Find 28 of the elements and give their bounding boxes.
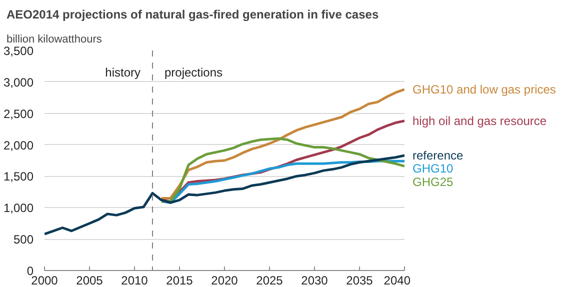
series-label: GHG25 (412, 174, 454, 189)
x-tick-label: 2035 (346, 274, 374, 287)
x-tick-label: 2015 (166, 274, 194, 287)
x-tick-label: 2020 (211, 274, 238, 287)
annotation: projections (164, 66, 223, 80)
x-tick-label: 2030 (301, 274, 328, 287)
y-tick-label: 3,000 (3, 75, 34, 90)
line-series (160, 88, 404, 200)
line-series (160, 137, 404, 203)
y-tick-label: 3,500 (3, 44, 34, 58)
x-tick-label: 2000 (31, 274, 58, 287)
x-tick-label: 2025 (256, 274, 284, 287)
y-tick-label: 2,000 (3, 138, 34, 152)
series-label: GHG10 and low gas prices (412, 82, 556, 96)
y-axis-title: billion kilowatthours (6, 34, 102, 46)
line-series (44, 154, 404, 236)
x-tick-label: 2005 (76, 274, 104, 287)
y-tick-label: 1,000 (3, 201, 34, 216)
y-tick-label: 1,500 (3, 170, 34, 184)
y-tick-label: 2,500 (3, 106, 34, 121)
series-label: reference (412, 148, 464, 162)
x-tick-label: 2010 (121, 274, 148, 287)
x-tick-label: 2040 (384, 274, 411, 287)
series-label: GHG10 (412, 162, 454, 176)
y-tick-label: 500 (13, 232, 34, 247)
series-label: high oil and gas resource (412, 114, 547, 128)
chart-title: AEO2014 projections of natural gas-fired generation in five cases (6, 8, 379, 22)
annotation: history (105, 66, 140, 80)
